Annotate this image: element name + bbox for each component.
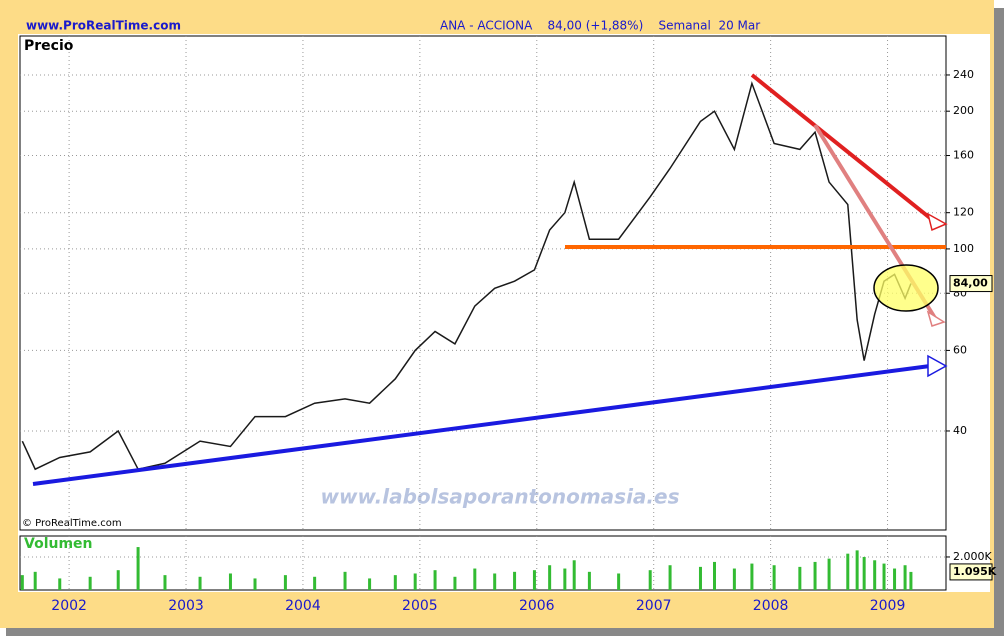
volume-bar [393, 575, 397, 590]
volume-bar [532, 570, 536, 590]
volume-bar [116, 570, 120, 590]
volume-bar [587, 571, 591, 590]
header-title: ANA - ACCIONA 84,00 (+1,88%) Semanal 20 … [440, 19, 760, 33]
volume-bar [668, 565, 672, 590]
x-tick-label: 2003 [168, 598, 204, 614]
volume-bar [283, 575, 287, 590]
volume-bar [798, 566, 802, 590]
last-value-box [949, 275, 993, 293]
volume-bar [313, 576, 317, 590]
y-tick-label: 200 [953, 104, 974, 117]
y-tick-label: 240 [953, 68, 974, 81]
volume-bar [198, 576, 202, 590]
shadow [6, 628, 1004, 636]
volume-bar [253, 578, 257, 590]
volume-bar [713, 561, 716, 590]
volume-bar [903, 565, 907, 590]
volume-bar [513, 571, 517, 590]
x-tick-label: 2004 [285, 598, 321, 614]
volume-bar [873, 560, 877, 590]
volume-bar [772, 565, 776, 590]
price-panel [19, 35, 947, 531]
watermark: www.labolsaporantonomasia.es [320, 485, 679, 509]
volume-bar [813, 561, 817, 590]
volume-bar [433, 570, 437, 590]
x-tick-label: 2007 [636, 598, 672, 614]
volume-panel [19, 535, 947, 591]
last-value-box [949, 563, 993, 581]
x-tick-label: 2008 [753, 598, 789, 614]
price-line [21, 80, 912, 471]
y-tick-label: 2.000K [953, 550, 992, 563]
volume-bar [732, 568, 736, 590]
volume-bar [413, 573, 417, 590]
y-tick-label: 120 [953, 206, 974, 219]
site: www.ProRealTime.com [26, 19, 181, 33]
volume-bar [228, 573, 232, 590]
last-value-label: 1.095K [953, 565, 997, 578]
overlay: 84,00 1.095K [949, 275, 997, 581]
volume-bar [136, 547, 140, 590]
volume-bar [893, 568, 897, 590]
x-tick-label: 2002 [51, 598, 87, 614]
volume-bar [572, 560, 576, 590]
y-tick-label: 160 [953, 149, 974, 162]
volume-bar [882, 563, 886, 590]
volume-bar [88, 576, 92, 590]
copyright: © ProRealTime.com [22, 518, 122, 529]
volume-bar [648, 570, 652, 590]
volume-bar [493, 573, 497, 590]
panel-title: Volumen [24, 536, 93, 552]
panel-title: Precio [24, 38, 74, 54]
shadow [994, 8, 1004, 636]
volume-bar [33, 571, 37, 590]
x-tick-label: 2006 [519, 598, 555, 614]
y-tick-label: 60 [953, 343, 967, 356]
y-tick-label: 40 [953, 424, 967, 437]
volume-bar [368, 578, 372, 590]
volume-bar [855, 550, 859, 590]
volume-bar [617, 573, 621, 590]
volume-bar [563, 568, 567, 590]
volume-bar [453, 576, 457, 590]
volume-bar [58, 578, 62, 590]
x-tick-label: 2005 [402, 598, 438, 614]
volume-bar [909, 571, 913, 590]
y-tick-label: 100 [953, 242, 974, 255]
volume-bar [163, 575, 167, 590]
volume-bar [548, 565, 552, 590]
volume-bar [827, 558, 831, 590]
plot-bg [18, 34, 990, 592]
volume-bar [473, 568, 477, 590]
annotations [32, 73, 948, 486]
volume-bar [846, 553, 850, 590]
x-tick-label: 2009 [870, 598, 906, 614]
volume-bar [698, 566, 702, 590]
last-value-label: 84,00 [953, 277, 988, 290]
volume-bar [343, 571, 347, 590]
volume-bar [862, 556, 866, 590]
volume-bar [20, 575, 24, 590]
volume-bar [750, 563, 754, 590]
